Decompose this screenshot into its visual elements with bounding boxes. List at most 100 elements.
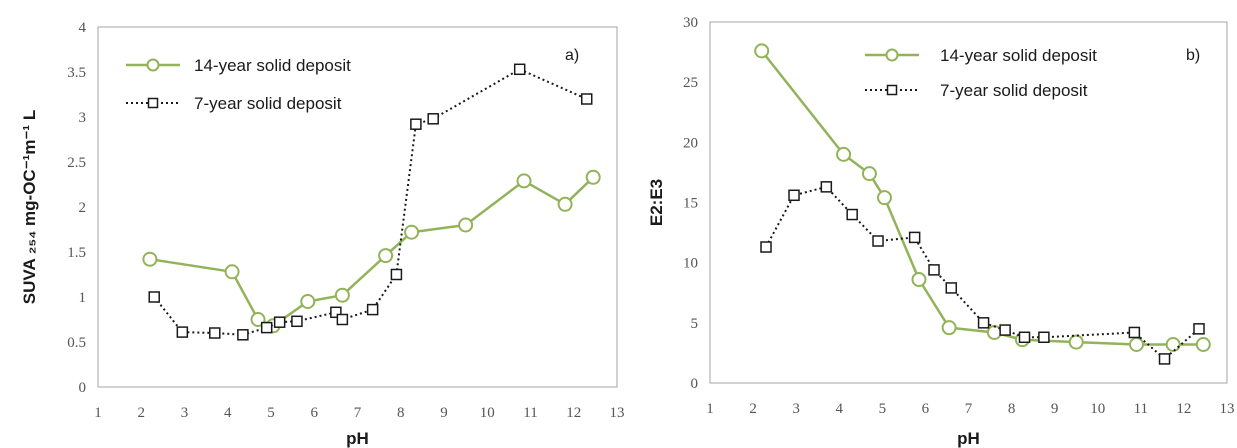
data-point-circle: [836, 146, 852, 162]
data-point-square: [336, 313, 349, 326]
plot-frame: [709, 21, 1228, 384]
chart-panel-a: 1 2 3 4 5 6 7 8 9 10 11 12 1300.511.522.533.54pHSUVA…: [20, 20, 625, 448]
chart-panel-b: 1 2 3 4 5 6 7 8 9 10 11 12 13051015202530pHE2:E3b)14…: [647, 15, 1235, 448]
data-point-square: [176, 326, 189, 338]
data-point-square: [872, 235, 884, 247]
x-tick-label: 4: [836, 401, 844, 417]
x-axis-title: pH: [346, 429, 369, 448]
data-point-circle: [557, 196, 573, 212]
data-point-square: [237, 329, 249, 341]
data-point-circle: [378, 248, 394, 264]
data-point-square: [513, 63, 526, 76]
x-tick-label: 6: [311, 405, 319, 421]
data-point-square: [260, 321, 273, 334]
data-point-square: [1158, 353, 1171, 365]
plot-frame: [97, 26, 618, 388]
data-point-circle: [941, 320, 957, 336]
data-point-square: [410, 118, 422, 130]
y-tick-label: 15: [683, 196, 698, 212]
data-point-square: [148, 291, 160, 303]
x-tick-label: 1: [94, 405, 102, 421]
legend-label: 14-year solid deposit: [940, 46, 1097, 65]
series-line-0: [149, 176, 595, 328]
data-point-square: [580, 93, 593, 105]
data-point-circle: [458, 217, 474, 233]
y-tick-label: 2: [79, 200, 87, 216]
y-tick-label: 4: [79, 20, 87, 36]
y-tick-label: 20: [683, 135, 698, 151]
x-tick-label: 3: [181, 405, 189, 421]
data-point-square: [1038, 331, 1050, 344]
data-point-square: [291, 315, 303, 328]
data-point-square: [820, 181, 833, 193]
data-point-circle: [300, 294, 316, 309]
data-point-square: [760, 241, 772, 253]
x-tick-label: 2: [749, 401, 757, 417]
data-point-square: [1128, 326, 1141, 339]
x-tick-label: 9: [440, 405, 448, 421]
x-tick-label: 13: [1220, 401, 1235, 417]
data-point-circle: [224, 264, 240, 280]
x-tick-label: 6: [922, 401, 930, 417]
x-tick-label: 10: [1090, 401, 1105, 417]
data-point-square: [330, 306, 342, 319]
data-point-circle: [142, 251, 158, 267]
y-tick-label: 0.5: [67, 335, 86, 351]
x-tick-label: 9: [1051, 401, 1059, 417]
data-point-circle: [911, 272, 927, 288]
y-axis-title: SUVA ₂₅₄ mg-OC⁻¹m⁻¹ L: [20, 110, 39, 304]
y-tick-label: 25: [683, 75, 698, 91]
y-tick-label: 5: [691, 316, 699, 332]
data-point-square: [427, 113, 439, 125]
data-point-square: [999, 324, 1011, 336]
data-point-square: [390, 268, 403, 281]
x-tick-label: 11: [1134, 401, 1148, 417]
x-tick-label: 1: [706, 401, 714, 417]
data-point-square: [1018, 331, 1031, 344]
data-point-square: [366, 303, 379, 316]
y-tick-label: 3: [79, 110, 87, 126]
y-tick-label: 1.5: [67, 245, 86, 261]
x-tick-label: 2: [138, 405, 146, 421]
y-axis-title: E2:E3: [647, 179, 666, 226]
x-tick-label: 4: [224, 405, 232, 421]
data-point-circle: [1068, 334, 1084, 350]
data-point-square: [908, 231, 921, 244]
data-point-square: [209, 327, 221, 339]
data-point-circle: [754, 43, 770, 59]
y-tick-label: 1: [79, 290, 87, 306]
x-tick-label: 7: [354, 405, 362, 421]
legend-marker-circle: [146, 58, 160, 72]
legend-marker-circle: [885, 48, 899, 62]
data-point-square: [1193, 323, 1205, 335]
x-tick-label: 7: [965, 401, 973, 417]
legend-label: 7-year solid deposit: [194, 94, 342, 113]
legend-marker-square: [886, 84, 898, 96]
data-point-square: [928, 264, 940, 276]
legend-label: 7-year solid deposit: [940, 81, 1088, 100]
data-point-square: [273, 316, 286, 328]
x-tick-label: 13: [610, 405, 625, 421]
x-tick-label: 5: [267, 405, 275, 421]
legend-marker-square: [147, 97, 159, 109]
data-point-circle: [585, 169, 601, 185]
y-tick-label: 2.5: [67, 155, 86, 171]
x-tick-label: 5: [879, 401, 887, 417]
x-tick-label: 10: [480, 405, 495, 421]
x-tick-label: 12: [1176, 401, 1191, 417]
y-tick-label: 0: [79, 380, 87, 396]
data-point-square: [846, 208, 858, 221]
y-tick-label: 10: [683, 256, 698, 272]
x-tick-label: 8: [1008, 401, 1016, 417]
data-point-circle: [334, 287, 350, 303]
data-point-circle: [876, 190, 892, 206]
data-point-circle: [1165, 336, 1181, 352]
x-tick-label: 12: [566, 405, 581, 421]
data-point-circle: [516, 173, 532, 189]
panel-label: b): [1186, 47, 1200, 64]
x-tick-label: 3: [792, 401, 800, 417]
y-tick-label: 3.5: [67, 65, 86, 81]
data-point-circle: [1195, 336, 1211, 352]
legend-label: 14-year solid deposit: [194, 56, 351, 75]
